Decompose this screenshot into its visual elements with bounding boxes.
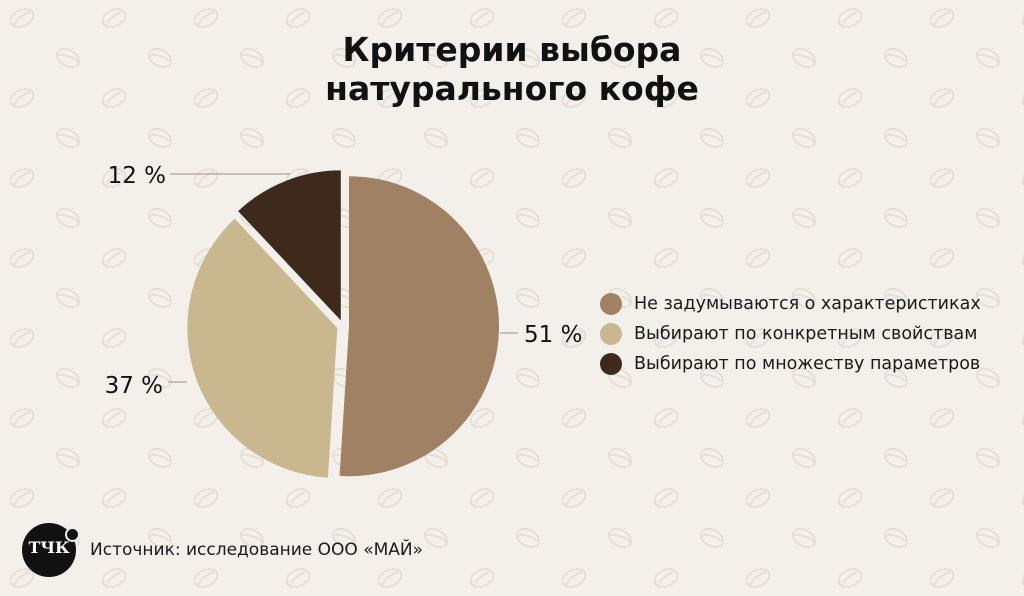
chart-legend: Не задумываются о характеристиках Выбира… (600, 289, 981, 379)
pie-slice (187, 218, 338, 478)
legend-item: Выбирают по конкретным свойствам (600, 319, 981, 349)
brand-logo: ТЧК (22, 523, 80, 577)
logo-text: ТЧК (28, 538, 70, 557)
legend-label: Не задумываются о характеристиках (634, 294, 981, 314)
legend-swatch (600, 353, 622, 375)
legend-item: Выбирают по множеству параметров (600, 349, 981, 379)
chart-title-line-1: Критерии выбора (342, 30, 682, 69)
legend-swatch (600, 323, 622, 345)
source-note: Источник: исследование ООО «МАЙ» (90, 540, 424, 560)
legend-swatch (600, 293, 622, 315)
legend-item: Не задумываются о характеристиках (600, 289, 981, 319)
slice-value-label: 37 % (105, 373, 163, 399)
logo-dot (65, 527, 80, 542)
chart-title-line-2: натурального кофе (325, 69, 699, 108)
slice-value-label: 51 % (524, 322, 582, 348)
pie-slice (339, 176, 499, 477)
legend-label: Выбирают по множеству параметров (634, 354, 981, 374)
slice-value-label: 12 % (108, 163, 166, 189)
pie-slice (238, 170, 341, 321)
chart-title: Критерии выбора натурального кофе (0, 30, 1024, 108)
legend-label: Выбирают по конкретным свойствам (634, 324, 978, 344)
